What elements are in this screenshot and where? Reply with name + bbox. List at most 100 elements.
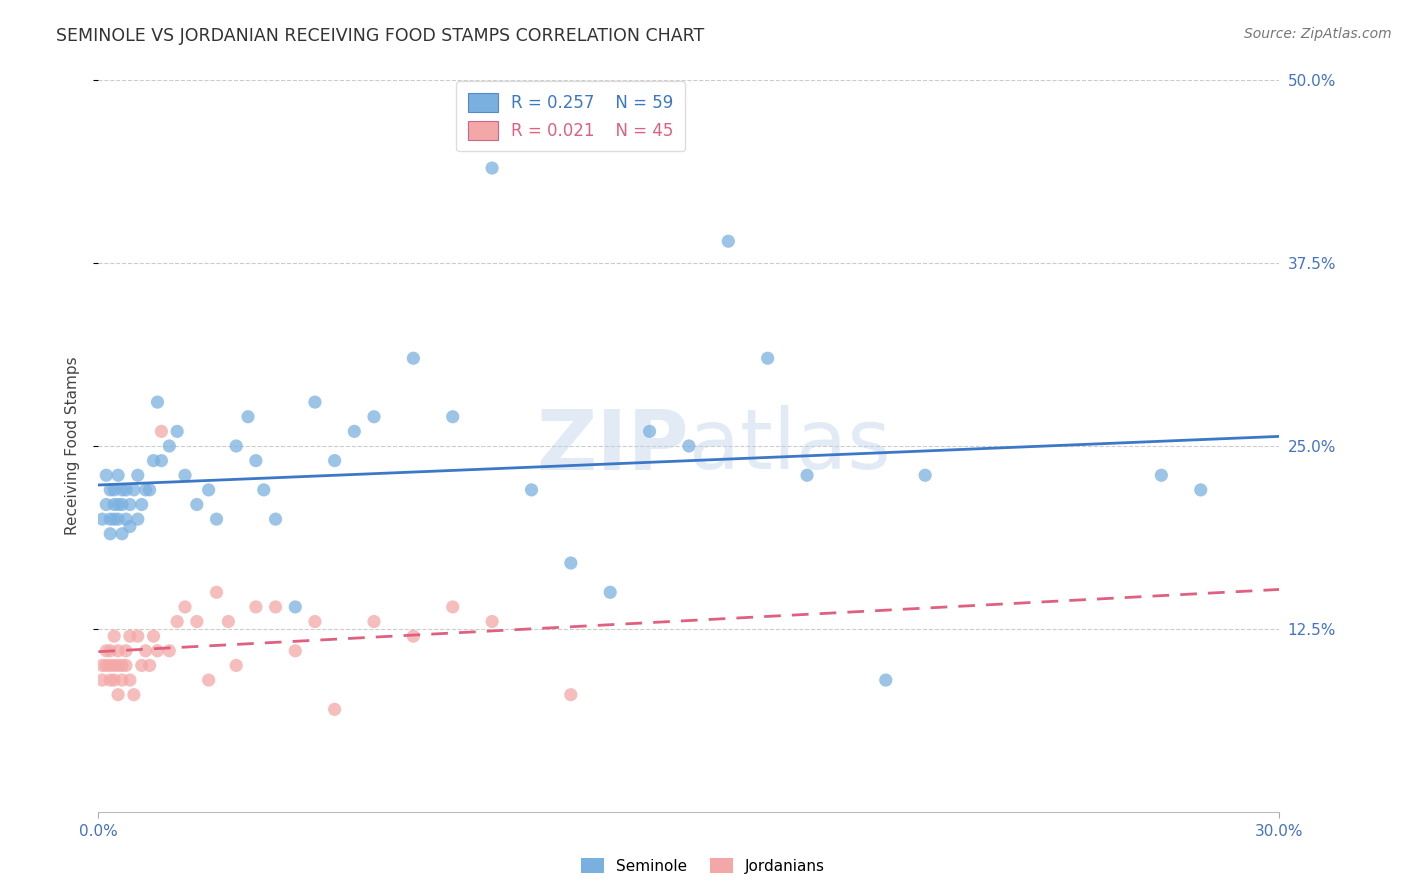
- Point: [127, 468, 149, 483]
- Point: [98, 526, 121, 541]
- Point: [118, 673, 141, 687]
- Point: [186, 615, 208, 629]
- Point: [135, 644, 157, 658]
- Point: [115, 658, 138, 673]
- Point: [107, 498, 129, 512]
- Text: SEMINOLE VS JORDANIAN RECEIVING FOOD STAMPS CORRELATION CHART: SEMINOLE VS JORDANIAN RECEIVING FOOD STA…: [56, 27, 704, 45]
- Point: [174, 468, 197, 483]
- Point: [103, 483, 125, 497]
- Point: [98, 673, 121, 687]
- Point: [98, 658, 121, 673]
- Point: [363, 409, 385, 424]
- Point: [914, 468, 936, 483]
- Point: [225, 439, 247, 453]
- Point: [103, 629, 125, 643]
- Legend: R = 0.257    N = 59, R = 0.021    N = 45: R = 0.257 N = 59, R = 0.021 N = 45: [457, 81, 685, 152]
- Point: [150, 425, 173, 439]
- Point: [142, 453, 165, 467]
- Point: [118, 519, 141, 533]
- Point: [107, 688, 129, 702]
- Point: [402, 629, 425, 643]
- Point: [323, 453, 346, 467]
- Point: [402, 351, 425, 366]
- Point: [264, 599, 287, 614]
- Point: [111, 483, 134, 497]
- Point: [142, 629, 165, 643]
- Point: [520, 483, 543, 497]
- Point: [284, 644, 307, 658]
- Point: [756, 351, 779, 366]
- Text: atlas: atlas: [689, 406, 890, 486]
- Text: Source: ZipAtlas.com: Source: ZipAtlas.com: [1244, 27, 1392, 41]
- Point: [111, 673, 134, 687]
- Point: [146, 644, 169, 658]
- Point: [150, 453, 173, 467]
- Point: [253, 483, 276, 497]
- Point: [343, 425, 366, 439]
- Point: [1189, 483, 1212, 497]
- Point: [186, 498, 208, 512]
- Point: [323, 702, 346, 716]
- Point: [560, 688, 582, 702]
- Point: [115, 644, 138, 658]
- Point: [304, 395, 326, 409]
- Point: [796, 468, 818, 483]
- Point: [96, 498, 118, 512]
- Point: [146, 395, 169, 409]
- Point: [157, 644, 180, 658]
- Point: [118, 629, 141, 643]
- Point: [599, 585, 621, 599]
- Point: [91, 512, 114, 526]
- Point: [157, 439, 180, 453]
- Point: [264, 512, 287, 526]
- Point: [678, 439, 700, 453]
- Point: [107, 512, 129, 526]
- Point: [103, 658, 125, 673]
- Point: [197, 483, 219, 497]
- Point: [138, 483, 160, 497]
- Point: [245, 453, 267, 467]
- Point: [111, 498, 134, 512]
- Point: [875, 673, 897, 687]
- Point: [103, 512, 125, 526]
- Point: [107, 644, 129, 658]
- Point: [115, 483, 138, 497]
- Point: [122, 483, 145, 497]
- Point: [98, 644, 121, 658]
- Point: [103, 498, 125, 512]
- Point: [96, 658, 118, 673]
- Point: [560, 556, 582, 570]
- Point: [197, 673, 219, 687]
- Point: [118, 498, 141, 512]
- Legend: Seminole, Jordanians: Seminole, Jordanians: [575, 852, 831, 880]
- Point: [225, 658, 247, 673]
- Point: [91, 673, 114, 687]
- Point: [217, 615, 239, 629]
- Point: [96, 468, 118, 483]
- Point: [441, 409, 464, 424]
- Point: [166, 615, 188, 629]
- Point: [166, 425, 188, 439]
- Point: [98, 512, 121, 526]
- Point: [245, 599, 267, 614]
- Point: [131, 498, 153, 512]
- Point: [481, 161, 503, 175]
- Point: [481, 615, 503, 629]
- Point: [205, 512, 228, 526]
- Point: [98, 483, 121, 497]
- Point: [205, 585, 228, 599]
- Point: [91, 658, 114, 673]
- Point: [103, 673, 125, 687]
- Point: [127, 629, 149, 643]
- Point: [107, 658, 129, 673]
- Text: ZIP: ZIP: [537, 406, 689, 486]
- Point: [138, 658, 160, 673]
- Point: [638, 425, 661, 439]
- Point: [115, 512, 138, 526]
- Point: [131, 658, 153, 673]
- Point: [127, 512, 149, 526]
- Point: [363, 615, 385, 629]
- Point: [174, 599, 197, 614]
- Point: [111, 526, 134, 541]
- Point: [441, 599, 464, 614]
